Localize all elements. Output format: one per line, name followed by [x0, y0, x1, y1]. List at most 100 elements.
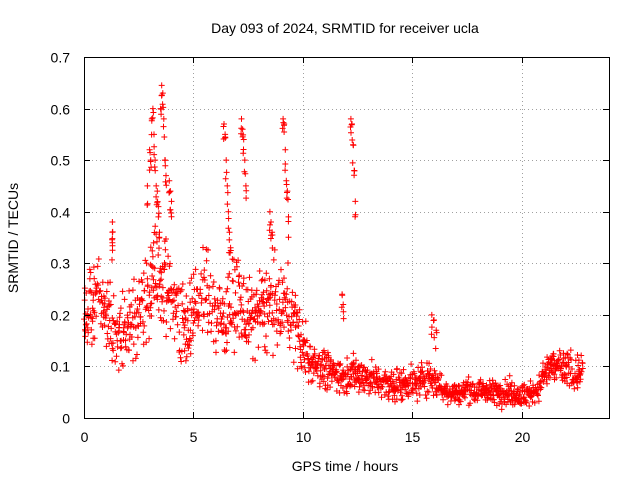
data-point	[241, 168, 248, 175]
data-point	[294, 309, 301, 316]
data-point	[166, 189, 173, 196]
data-point	[440, 396, 447, 403]
data-point	[180, 331, 187, 338]
data-point	[146, 167, 153, 174]
data-point	[97, 320, 104, 327]
data-point	[210, 279, 217, 285]
data-point	[188, 275, 195, 282]
data-point	[91, 309, 98, 316]
data-point	[141, 287, 148, 294]
data-point	[347, 115, 354, 122]
data-point	[223, 324, 230, 331]
data-point	[127, 309, 133, 316]
data-point	[398, 392, 405, 399]
data-point	[579, 365, 586, 372]
data-point	[142, 257, 149, 264]
data-point	[266, 275, 273, 282]
x-tick-label: 5	[190, 429, 198, 445]
data-point	[161, 307, 167, 314]
data-point	[284, 285, 291, 292]
data-point	[240, 150, 247, 157]
data-point	[226, 236, 233, 243]
data-point	[526, 403, 533, 409]
data-point	[172, 313, 179, 320]
data-point	[175, 302, 182, 309]
data-point	[163, 172, 169, 179]
data-point	[231, 266, 238, 273]
y-tick-label: 0	[62, 411, 70, 427]
data-point	[238, 330, 245, 337]
data-point	[94, 280, 101, 287]
data-point	[149, 114, 156, 121]
data-point	[238, 115, 245, 122]
data-point	[150, 109, 157, 116]
data-point	[431, 334, 438, 341]
data-point	[557, 352, 564, 358]
data-point	[226, 300, 233, 307]
data-point	[131, 313, 138, 320]
grid-lines	[84, 57, 609, 418]
data-point	[246, 320, 253, 327]
data-point	[192, 300, 199, 307]
data-point	[438, 372, 445, 379]
data-point	[515, 385, 522, 392]
data-point	[88, 314, 95, 321]
data-point	[379, 383, 386, 390]
data-point	[304, 353, 311, 359]
data-point	[151, 265, 158, 272]
data-point	[348, 129, 354, 136]
data-point	[422, 392, 429, 398]
data-point	[435, 377, 441, 384]
data-point	[573, 379, 580, 386]
data-point	[398, 397, 405, 404]
data-point	[167, 325, 174, 332]
data-point	[505, 391, 512, 398]
data-point	[93, 289, 100, 296]
data-point	[153, 231, 160, 238]
data-point	[160, 123, 167, 130]
data-point	[176, 329, 183, 336]
data-point	[209, 283, 216, 290]
data-point	[88, 341, 95, 348]
data-point	[271, 292, 278, 299]
data-point	[263, 270, 270, 277]
data-point	[181, 322, 188, 329]
data-point	[187, 350, 194, 357]
data-point	[471, 396, 477, 403]
data-point	[165, 292, 172, 299]
data-point	[225, 215, 232, 222]
data-point	[256, 297, 263, 304]
data-point	[160, 317, 167, 324]
data-point	[278, 310, 285, 317]
data-point	[151, 164, 158, 170]
data-point	[144, 275, 151, 282]
data-point	[85, 329, 92, 336]
data-point	[333, 368, 340, 375]
data-point	[235, 257, 242, 264]
data-point	[569, 366, 575, 372]
data-point	[296, 306, 303, 313]
data-point	[166, 177, 173, 184]
data-point	[419, 378, 426, 385]
data-point	[166, 263, 173, 270]
data-point	[556, 356, 562, 363]
data-point	[198, 270, 205, 277]
data-point	[143, 339, 150, 346]
data-point	[283, 195, 290, 202]
data-point	[282, 146, 289, 153]
data-point	[206, 284, 213, 291]
data-point	[279, 279, 286, 286]
data-point	[299, 349, 306, 356]
data-point	[317, 367, 324, 374]
data-point	[394, 383, 401, 390]
data-point	[421, 383, 428, 390]
data-point	[87, 269, 94, 276]
data-point	[283, 181, 290, 188]
data-point	[340, 315, 347, 322]
data-point	[205, 292, 212, 299]
data-point	[146, 335, 153, 342]
data-point	[282, 167, 289, 174]
data-point	[400, 366, 407, 373]
data-point	[347, 381, 354, 388]
data-point	[198, 295, 205, 302]
